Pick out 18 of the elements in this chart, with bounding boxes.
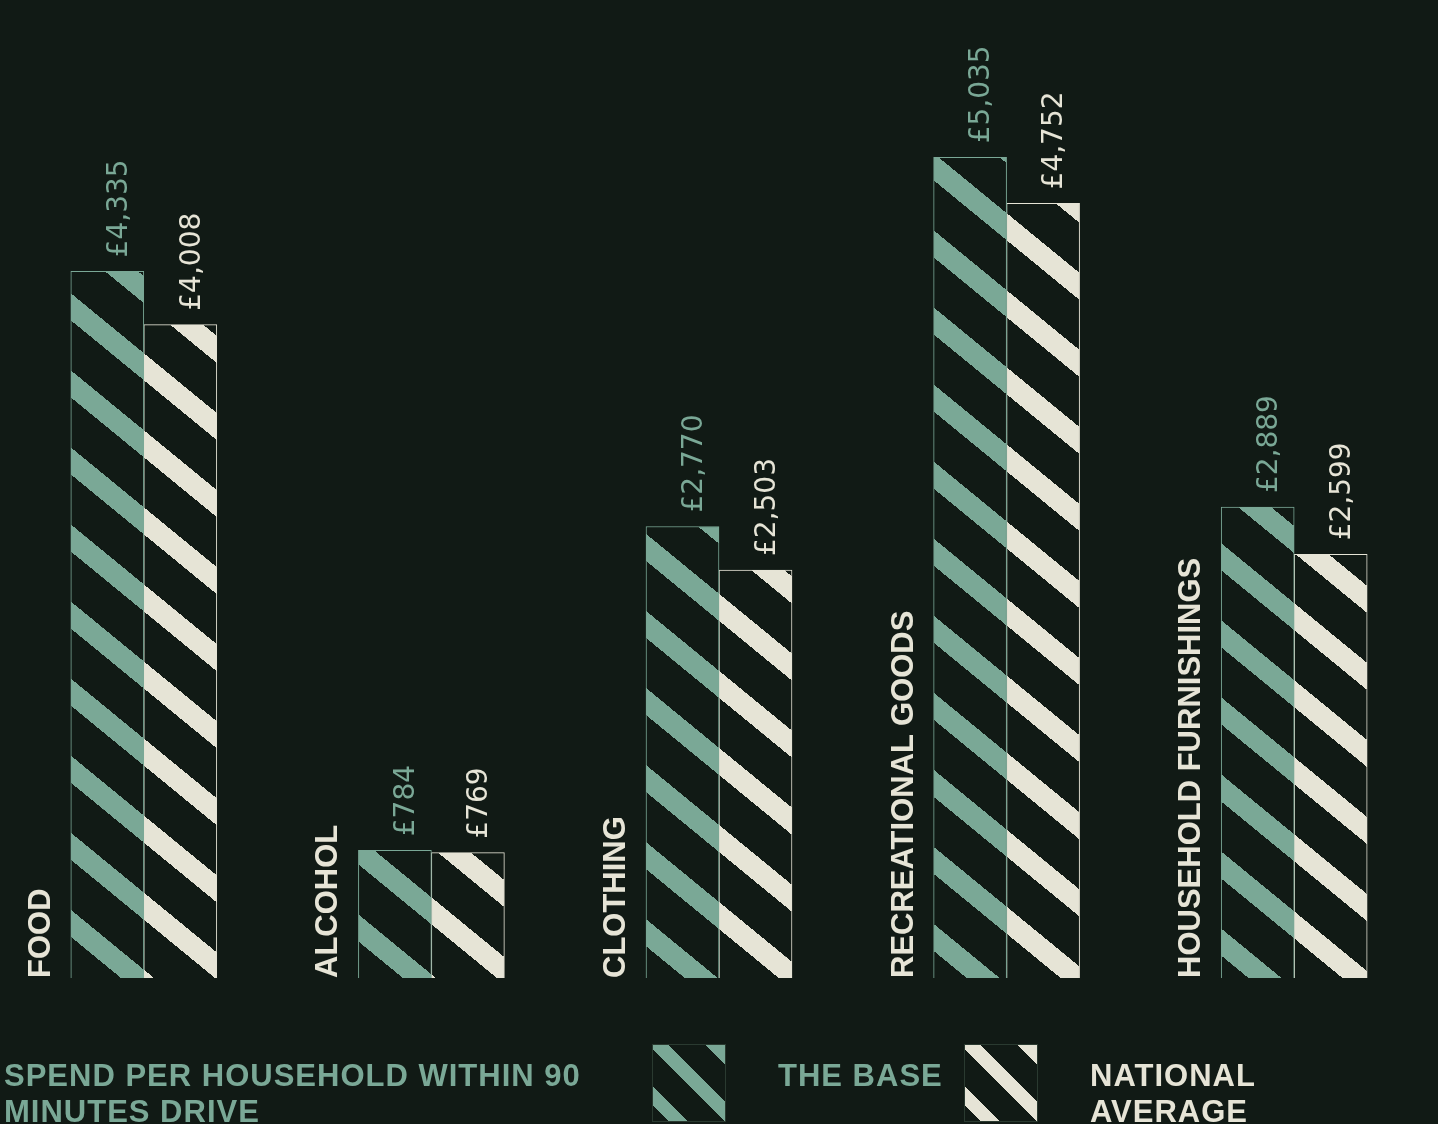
x-tick-label: CLOTHING bbox=[597, 816, 633, 978]
data-label: £2,599 bbox=[1323, 442, 1357, 541]
data-label: £2,770 bbox=[675, 414, 709, 513]
data-label: £784 bbox=[388, 764, 422, 837]
text: THE BASE bbox=[778, 1058, 944, 1094]
text: NATIONAL AVERAGE bbox=[1090, 1058, 1257, 1124]
data-label: £4,008 bbox=[173, 212, 207, 311]
x-tick-label: RECREATIONAL GOODS bbox=[884, 610, 920, 978]
data-label: £4,335 bbox=[100, 159, 134, 258]
text: SPEND PER HOUSEHOLD WITHIN 90 MINUTES DRIVE bbox=[4, 1058, 582, 1124]
data-label: £2,889 bbox=[1250, 395, 1284, 494]
data-label: £769 bbox=[461, 767, 495, 839]
data-label: £2,503 bbox=[748, 458, 782, 557]
x-tick-label: HOUSEHOLD FURNISHINGS bbox=[1172, 557, 1208, 978]
x-tick-label: FOOD bbox=[21, 888, 57, 978]
data-label: £4,752 bbox=[1036, 91, 1070, 190]
x-tick-label: ALCOHOL bbox=[309, 824, 345, 978]
data-label: £5,035 bbox=[963, 45, 997, 144]
